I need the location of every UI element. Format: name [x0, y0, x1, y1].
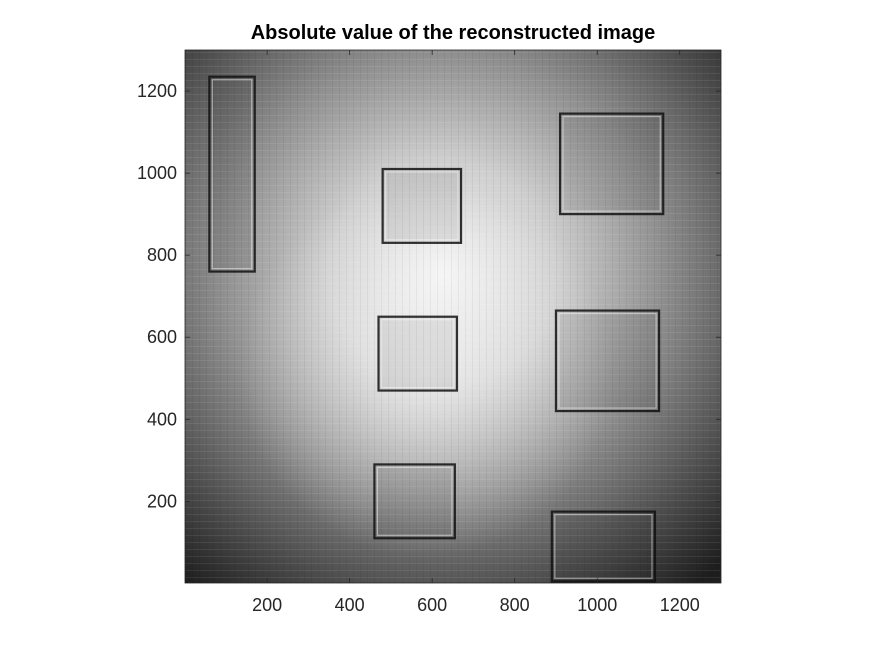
feature-edge-highlight — [562, 115, 661, 212]
feature-body — [381, 167, 463, 244]
x-axis: 200 400 600 800 1000 1200 — [252, 50, 700, 615]
y-tick-label: 600 — [147, 327, 177, 347]
image-feature-tall-rect — [208, 75, 256, 273]
image-feature-square-mid-right — [554, 309, 661, 413]
x-tick-label: 1200 — [660, 595, 700, 615]
y-axis: 200 400 600 800 1000 1200 — [137, 81, 721, 511]
image-feature-square-bottom-right — [550, 510, 657, 583]
feature-edge-highlight — [380, 319, 455, 389]
feature-body — [550, 510, 657, 583]
y-tick-label: 200 — [147, 491, 177, 511]
y-tick-label: 800 — [147, 245, 177, 265]
feature-body — [373, 463, 456, 540]
image-features — [208, 75, 665, 583]
y-tick-label: 400 — [147, 409, 177, 429]
axes — [185, 50, 721, 583]
x-tick-label: 200 — [252, 595, 282, 615]
feature-body — [208, 75, 256, 273]
chart-title: Absolute value of the reconstructed imag… — [251, 22, 656, 44]
y-tick-label: 1200 — [137, 81, 177, 101]
feature-edge-highlight — [376, 466, 453, 536]
image-feature-square-mid-center — [377, 315, 459, 392]
x-tick-label: 1000 — [577, 595, 617, 615]
x-tick-label: 400 — [335, 595, 365, 615]
feature-edge-highlight — [211, 79, 253, 270]
image-feature-square-top-center — [381, 167, 463, 244]
feature-body — [377, 315, 459, 392]
feature-edge-highlight — [558, 312, 657, 409]
image-feature-square-bottom-center — [373, 463, 456, 540]
feature-edge-highlight — [385, 171, 459, 241]
y-tick-label: 1000 — [137, 163, 177, 183]
x-tick-label: 600 — [417, 595, 447, 615]
axes-frame — [184, 49, 722, 584]
feature-body — [558, 112, 665, 216]
feature-body — [554, 309, 661, 413]
image-feature-square-top-right — [558, 112, 665, 216]
x-tick-label: 800 — [500, 595, 530, 615]
feature-edge-highlight — [554, 514, 653, 579]
